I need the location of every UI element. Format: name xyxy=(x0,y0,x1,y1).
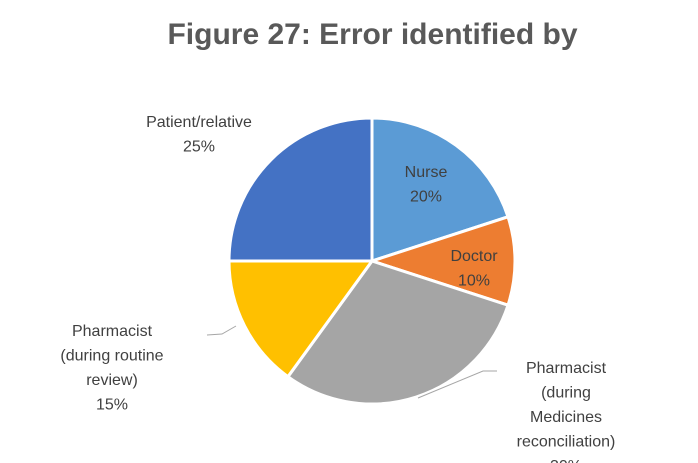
pie-slice xyxy=(285,259,510,406)
slice-value-label: 15% xyxy=(96,397,128,414)
leader-line xyxy=(417,370,497,399)
slice-label-text: reconciliation) xyxy=(517,434,616,451)
pie-slice xyxy=(227,116,374,263)
pie-slice xyxy=(367,214,517,308)
slice-label: Pharmacist (during routine review) 15% xyxy=(60,323,163,414)
slice-value-label: 25% xyxy=(183,139,215,156)
chart-title: Figure 27: Error identified by xyxy=(167,18,578,51)
slice-label: Doctor 10% xyxy=(450,248,498,290)
slice-label-text: Pharmacist xyxy=(526,360,607,377)
slice-label: Pharmacist (during Medicines reconciliation… xyxy=(517,360,616,463)
slice-label-text: (during xyxy=(541,385,591,402)
slice-value-label: 10% xyxy=(458,273,490,290)
slice-label: Nurse 20% xyxy=(405,164,448,206)
slice-label-text: Medicines xyxy=(530,409,602,426)
leader-line xyxy=(206,325,237,336)
slice-label-text: (during routine xyxy=(60,348,163,365)
slice-value-label: 30% xyxy=(550,458,582,463)
slice-label: Patient/relative 25% xyxy=(146,114,252,156)
slice-value-label: 20% xyxy=(410,189,442,206)
pie-slice xyxy=(227,259,375,379)
slice-label-text: review) xyxy=(86,372,138,389)
pie-slice xyxy=(370,116,510,264)
slice-label-text: Nurse xyxy=(405,164,448,181)
slice-label-text: Doctor xyxy=(450,248,498,265)
slice-label-text: Pharmacist xyxy=(72,323,153,340)
slice-label-text: Patient/relative xyxy=(146,114,252,131)
